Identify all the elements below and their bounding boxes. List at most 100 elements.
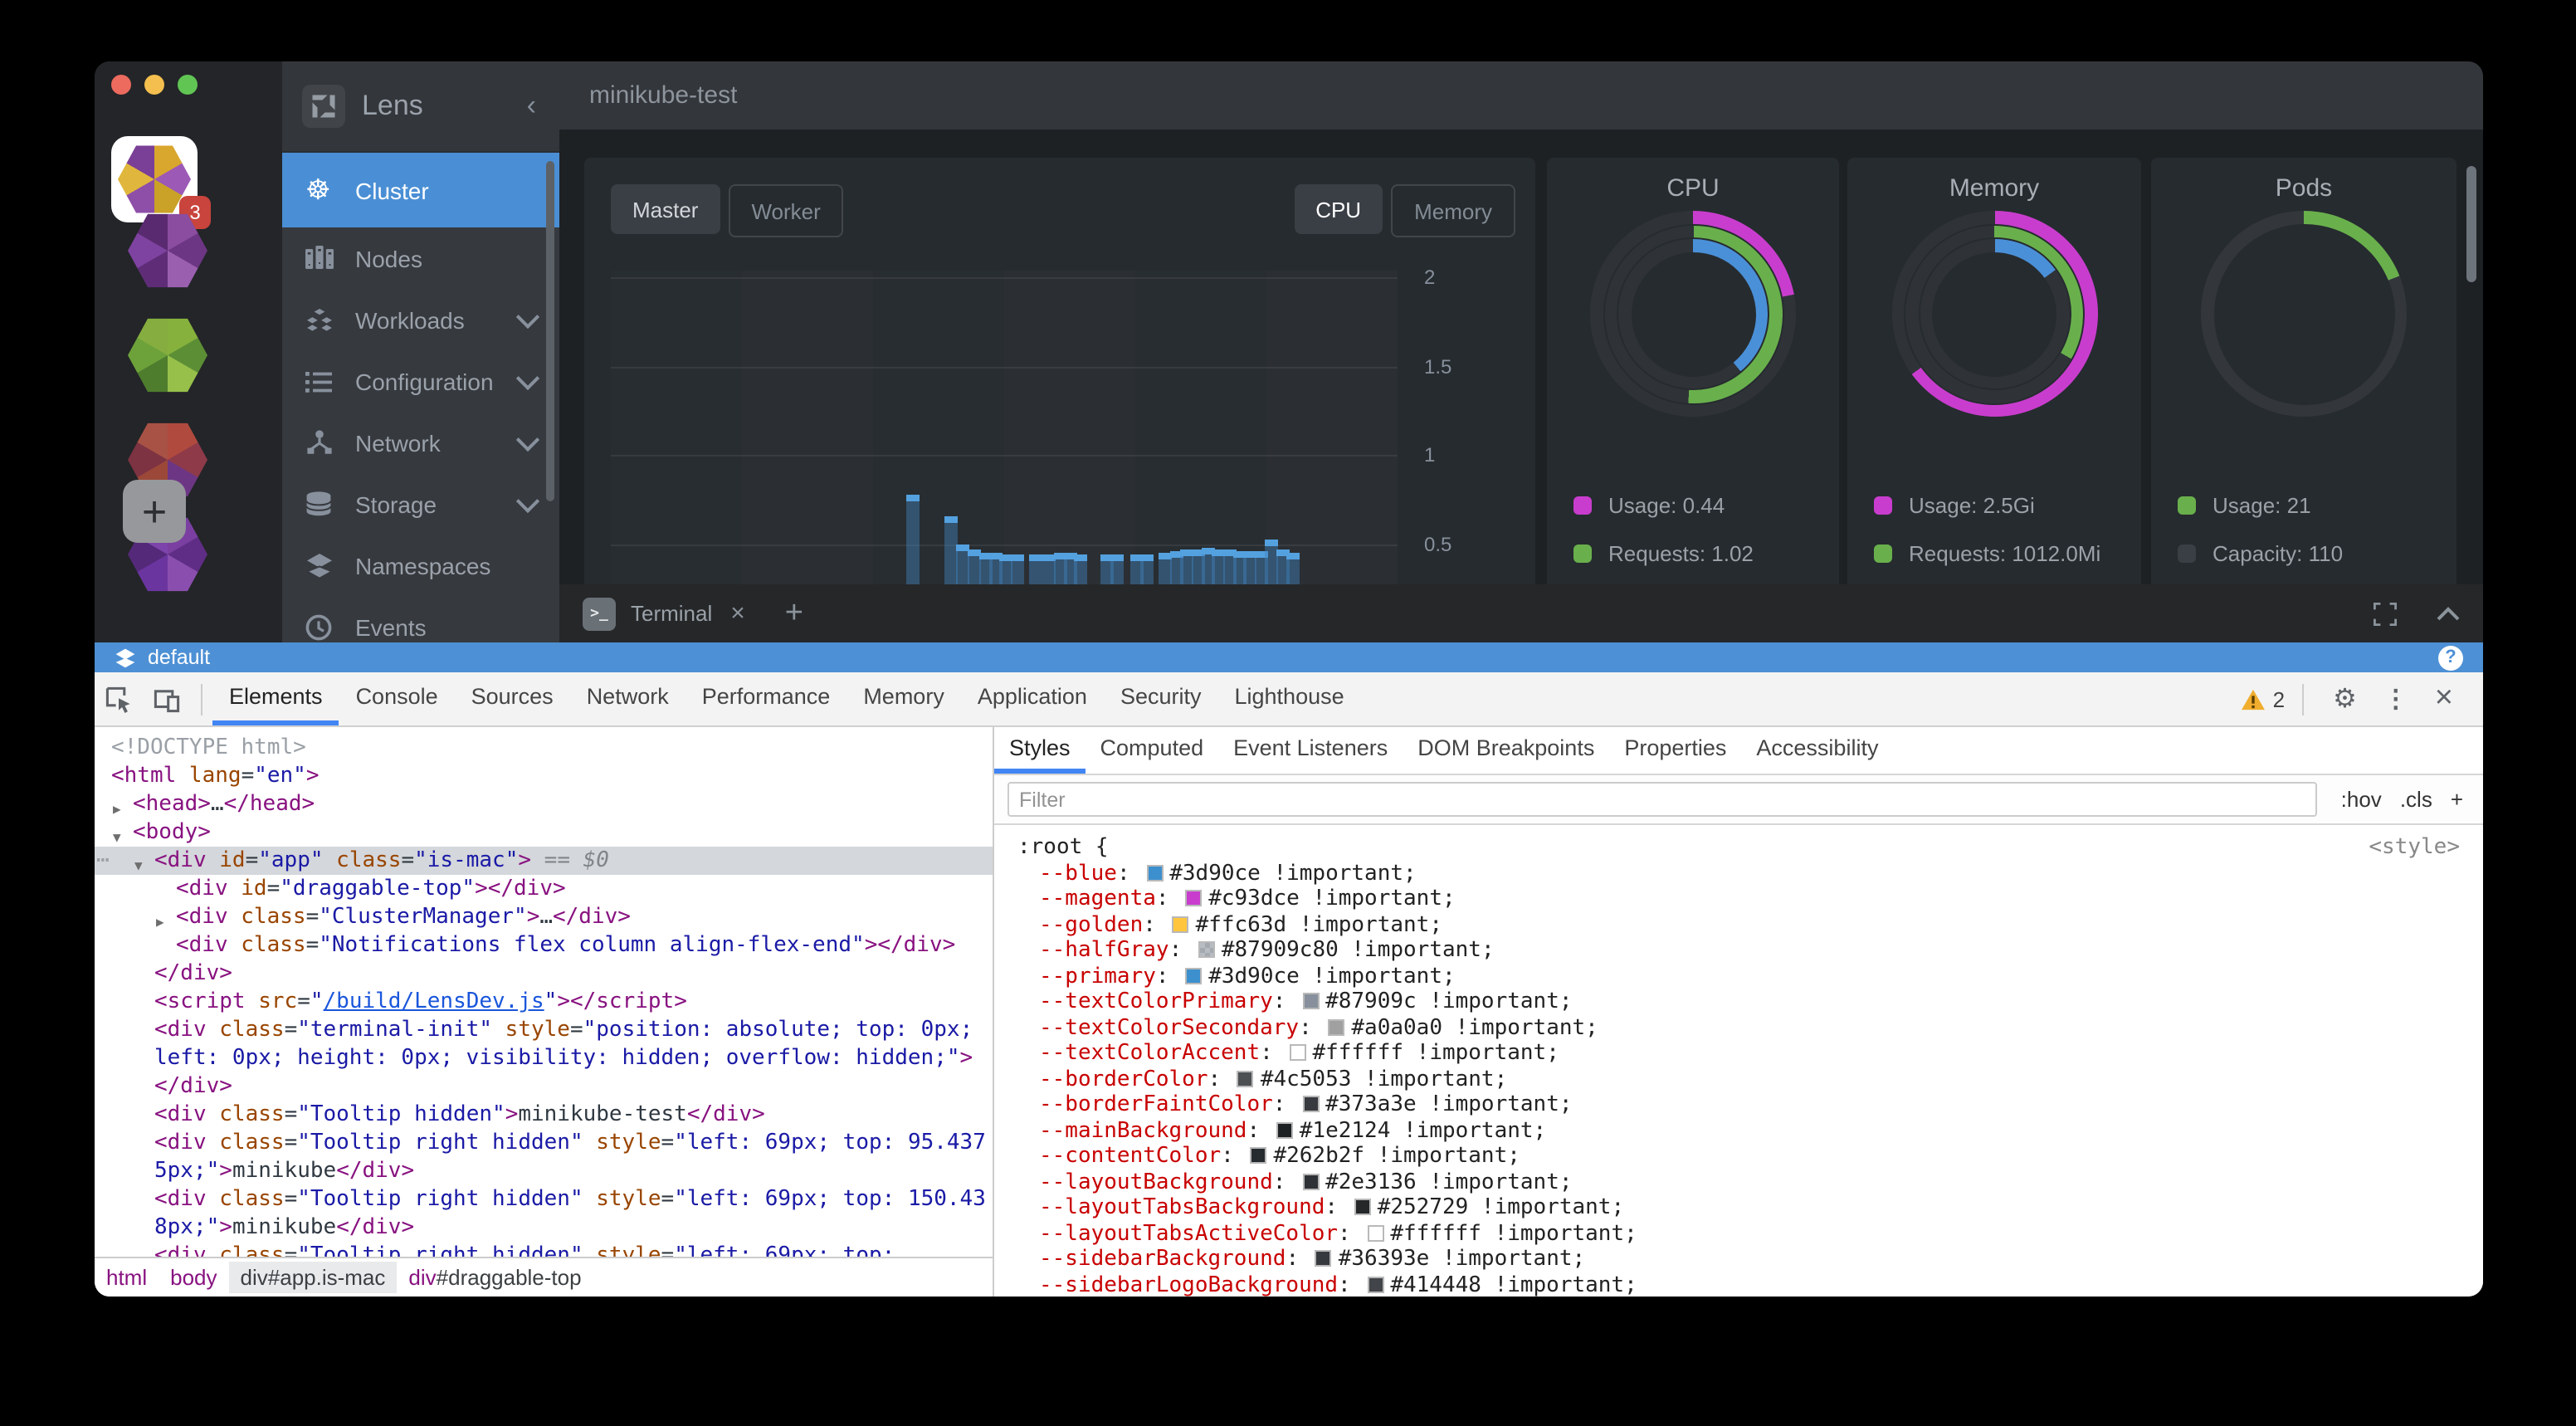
close-window-button[interactable] xyxy=(111,75,131,95)
device-toolbar-button[interactable] xyxy=(143,685,191,713)
css-property-row[interactable]: --borderColor: #4c5053 !important; xyxy=(1039,1067,1508,1091)
css-property-row[interactable]: --layoutBackground: #2e3136 !important; xyxy=(1039,1170,1573,1194)
fullscreen-icon[interactable] xyxy=(2374,602,2397,625)
add-cluster-button[interactable]: + xyxy=(123,480,186,543)
css-property-row[interactable]: --textColorAccent: #ffffff !important; xyxy=(1039,1041,1559,1066)
dom-tree-node[interactable]: <div class="terminal-init" style="positi… xyxy=(154,1018,986,1071)
color-swatch[interactable] xyxy=(1237,1070,1254,1087)
sidebar-item-nodes[interactable]: Nodes xyxy=(282,227,559,289)
rule-origin[interactable]: <style> xyxy=(2369,835,2460,860)
styles-tab-accessibility[interactable]: Accessibility xyxy=(1756,735,1879,760)
breadcrumb-item[interactable]: div#app.is-mac xyxy=(228,1262,398,1293)
devtools-tab-memory[interactable]: Memory xyxy=(863,684,944,709)
tab-worker[interactable]: Worker xyxy=(728,184,844,237)
css-property-row[interactable]: --golden: #ffc63d !important; xyxy=(1039,912,1442,937)
more-options-icon[interactable]: ⋮ xyxy=(2383,686,2408,714)
expand-arrow-icon[interactable]: ▼ xyxy=(113,830,121,845)
dom-tree-node[interactable]: <div class="Tooltip right hidden" style=… xyxy=(154,1131,986,1184)
css-property-row[interactable]: --layoutTabsBackground: #252729 !importa… xyxy=(1039,1195,1625,1220)
tab-cpu[interactable]: CPU xyxy=(1294,184,1383,234)
css-property-row[interactable]: --layoutTabsActiveColor: #ffffff !import… xyxy=(1039,1221,1637,1246)
color-swatch[interactable] xyxy=(1172,916,1189,932)
chevron-up-icon[interactable] xyxy=(2437,606,2460,621)
dom-tree-node[interactable]: <div class="Notifications flex column al… xyxy=(176,933,956,958)
devtools-tab-application[interactable]: Application xyxy=(977,684,1087,709)
sidebar-item-workloads[interactable]: Workloads xyxy=(282,289,559,350)
dom-tree-node[interactable]: <script src="/build/LensDev.js"></script… xyxy=(154,989,687,1014)
dom-tree-node[interactable]: ▶ <head>…</head> xyxy=(95,790,993,818)
color-swatch[interactable] xyxy=(1367,1224,1384,1241)
devtools-tab-sources[interactable]: Sources xyxy=(471,684,554,709)
dom-tree-node[interactable]: <div id="draggable-top"></div> xyxy=(176,877,566,901)
dom-tree-node[interactable]: </div> xyxy=(154,1074,232,1099)
dom-tree-node[interactable]: </div> xyxy=(154,961,232,986)
breadcrumb-item[interactable]: html xyxy=(106,1265,148,1290)
color-swatch[interactable] xyxy=(1367,1276,1384,1292)
warning-icon[interactable] xyxy=(2242,688,2266,710)
terminal-tab[interactable]: Terminal xyxy=(631,601,713,626)
new-terminal-tab-button[interactable]: + xyxy=(784,595,803,630)
css-property-row[interactable]: --textColorSecondary: #a0a0a0 !important… xyxy=(1039,1015,1598,1040)
element-classes-button[interactable]: .cls xyxy=(2399,787,2432,812)
cluster-green[interactable] xyxy=(128,318,207,393)
tab-memory[interactable]: Memory xyxy=(1391,184,1515,237)
color-swatch[interactable] xyxy=(1146,864,1164,881)
color-swatch[interactable] xyxy=(1289,1044,1306,1061)
new-style-rule-button[interactable]: + xyxy=(2450,787,2463,812)
help-button[interactable]: ? xyxy=(2438,645,2463,670)
color-swatch[interactable] xyxy=(1315,1250,1332,1267)
css-property-row[interactable]: --borderFaintColor: #373a3e !important; xyxy=(1039,1092,1573,1117)
settings-gear-icon[interactable]: ⚙ xyxy=(2333,686,2357,714)
toggle-element-state-button[interactable]: :hov xyxy=(2340,787,2382,812)
dom-tree-node[interactable]: <!DOCTYPE html> xyxy=(111,735,306,760)
node-menu-gutter[interactable]: ⋯ xyxy=(96,848,110,873)
css-property-row[interactable]: --mainBackground: #1e2124 !important; xyxy=(1039,1118,1547,1143)
sidebar-item-storage[interactable]: Storage xyxy=(282,473,559,535)
zoom-window-button[interactable] xyxy=(178,75,198,95)
dom-tree-node[interactable]: ▼ <body> xyxy=(95,818,993,847)
sidebar-item-configuration[interactable]: Configuration xyxy=(282,350,559,412)
close-terminal-tab-button[interactable]: × xyxy=(730,599,745,628)
dom-tree-node[interactable]: <div class="Tooltip hidden">minikube-tes… xyxy=(154,1102,765,1127)
color-swatch[interactable] xyxy=(1328,1018,1345,1035)
dom-tree-node[interactable]: <div class="Tooltip right hidden" style=… xyxy=(154,1243,895,1258)
color-swatch[interactable] xyxy=(1302,1173,1320,1189)
css-property-row[interactable]: --sidebarBackground: #36393e !important; xyxy=(1039,1247,1586,1272)
color-swatch[interactable] xyxy=(1276,1121,1293,1138)
styles-tab-event-listeners[interactable]: Event Listeners xyxy=(1233,735,1388,760)
devtools-tab-performance[interactable]: Performance xyxy=(701,684,831,709)
namespace-statusbar[interactable]: default ? xyxy=(95,642,2483,672)
color-swatch[interactable] xyxy=(1250,1147,1267,1164)
dom-tree-node[interactable]: ▶ <div class="ClusterManager">…</div> xyxy=(95,903,993,931)
css-property-row[interactable]: --contentColor: #262b2f !important; xyxy=(1039,1144,1520,1169)
devtools-tab-console[interactable]: Console xyxy=(355,684,438,709)
css-property-row[interactable]: --blue: #3d90ce !important; xyxy=(1039,861,1417,886)
inspect-element-button[interactable] xyxy=(95,685,143,713)
breadcrumb-item[interactable]: div#draggable-top xyxy=(408,1265,582,1290)
collapse-sidebar-button[interactable]: ‹ xyxy=(526,90,536,121)
sidebar-item-network[interactable]: Network xyxy=(282,412,559,473)
devtools-tab-lighthouse[interactable]: Lighthouse xyxy=(1234,684,1344,709)
sidebar-item-events[interactable]: Events xyxy=(282,596,559,642)
expand-arrow-icon[interactable]: ▶ xyxy=(113,802,121,817)
styles-tab-properties[interactable]: Properties xyxy=(1624,735,1727,760)
dom-tree-node[interactable]: ⋯ ▼ <div id="app" class="is-mac"> == $0 xyxy=(95,847,993,875)
rule-selector[interactable]: :root { xyxy=(1017,835,1109,860)
color-swatch[interactable] xyxy=(1198,941,1215,958)
css-property-row[interactable]: --halfGray: #87909c80 !important; xyxy=(1039,938,1495,963)
styles-tab-dom-breakpoints[interactable]: DOM Breakpoints xyxy=(1417,735,1595,760)
devtools-tab-network[interactable]: Network xyxy=(586,684,669,709)
css-property-row[interactable]: --sidebarLogoBackground: #414448 !import… xyxy=(1039,1272,1637,1297)
devtools-tab-security[interactable]: Security xyxy=(1120,684,1202,709)
sidebar-item-cluster[interactable]: ☸ Cluster xyxy=(282,153,559,227)
nav-scrollbar[interactable] xyxy=(546,161,554,501)
styles-tab-styles[interactable]: Styles xyxy=(994,728,1086,773)
minimize-window-button[interactable] xyxy=(144,75,164,95)
css-property-row[interactable]: --magenta: #c93dce !important; xyxy=(1039,886,1456,911)
color-swatch[interactable] xyxy=(1302,1096,1320,1112)
active-cluster[interactable]: 3 xyxy=(111,136,211,229)
color-swatch[interactable] xyxy=(1185,890,1203,906)
devtools-tab-elements[interactable]: Elements xyxy=(212,673,339,725)
color-swatch[interactable] xyxy=(1302,993,1320,1009)
content-scrollbar[interactable] xyxy=(2466,166,2476,282)
